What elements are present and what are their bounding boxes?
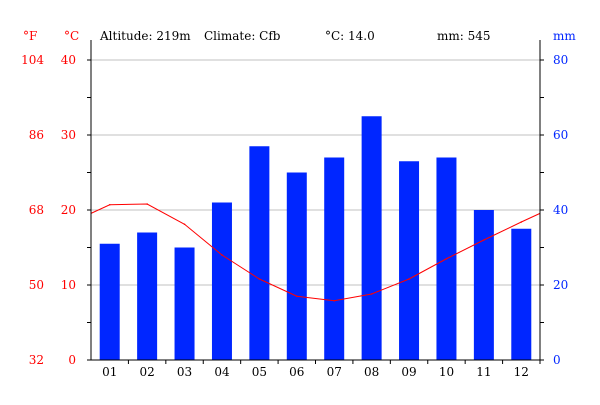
mm-tick-label: 0 [553,353,561,367]
temperature-point [445,257,448,260]
temperature-point [295,295,298,298]
temperature-point [370,293,373,295]
total-precip-label: mm: 545 [437,29,491,43]
celsius-tick-label: 20 [61,203,76,217]
month-label: 09 [401,365,416,379]
fahrenheit-tick-label: 86 [29,128,44,142]
month-label: 10 [439,365,454,379]
temperature-point [108,203,111,206]
precip-bar [324,157,345,360]
month-label: 05 [252,365,267,379]
precip-bar [249,146,270,360]
temperature-point [483,239,485,241]
temperature-line [90,203,541,302]
fahrenheit-tick-label: 50 [29,278,44,292]
temperature-point [333,299,336,302]
month-label: 06 [289,365,304,379]
month-label: 01 [102,365,117,379]
climate-label: Climate: Cfb [204,29,281,43]
temperature-point [183,223,186,226]
precip-bar [473,210,494,360]
precip-bar [137,232,158,360]
celsius-tick-label: 40 [61,53,76,67]
month-label: 04 [214,365,230,379]
fahrenheit-tick-label: 104 [21,53,44,67]
celsius-tick-label: 30 [61,128,76,142]
celsius-axis-title: °C [64,29,79,43]
precip-bar [511,228,532,360]
mm-tick-label: 80 [553,53,568,67]
temperature-point [146,203,148,205]
precip-bar [286,172,307,360]
mm-tick-label: 40 [553,203,568,217]
altitude-label: Altitude: 219m [99,29,191,43]
temperature-point [221,254,223,256]
precip-bar [174,247,195,360]
mean-temp-label: °C: 14.0 [325,29,375,43]
mm-axis-title: mm [553,29,576,43]
month-label: 12 [514,365,529,379]
month-label: 07 [327,365,342,379]
fahrenheit-axis-title: °F [23,29,37,43]
celsius-tick-label: 0 [68,353,76,367]
temperature-point [258,278,261,280]
temperature-point [408,278,410,280]
month-label: 02 [139,365,154,379]
precip-bar [399,161,420,360]
fahrenheit-tick-label: 32 [29,353,44,367]
mm-tick-label: 60 [553,128,568,142]
celsius-tick-label: 10 [61,278,76,292]
month-label: 08 [364,365,379,379]
precip-bar [99,243,120,360]
month-label: 03 [177,365,192,379]
temperature-point [520,221,523,223]
precip-bar [211,202,232,360]
fahrenheit-tick-label: 68 [29,203,44,217]
mm-tick-label: 20 [553,278,568,292]
month-label: 11 [476,365,491,379]
precip-bar [361,116,382,360]
